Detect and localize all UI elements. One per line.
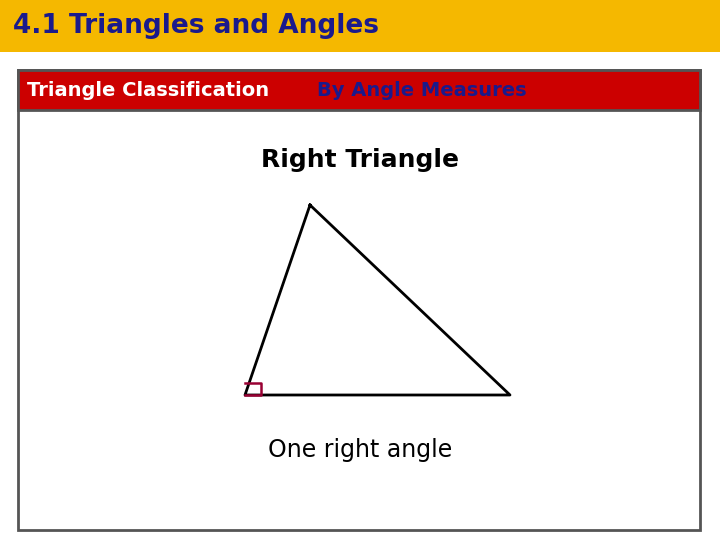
Text: By Angle Measures: By Angle Measures — [317, 80, 526, 99]
Bar — [18, 70, 700, 530]
Bar — [0, 0, 720, 52]
Text: One right angle: One right angle — [268, 438, 452, 462]
Bar — [18, 70, 700, 110]
Text: Triangle Classification: Triangle Classification — [27, 80, 269, 99]
Text: 4.1 Triangles and Angles: 4.1 Triangles and Angles — [13, 13, 379, 39]
Text: Right Triangle: Right Triangle — [261, 148, 459, 172]
